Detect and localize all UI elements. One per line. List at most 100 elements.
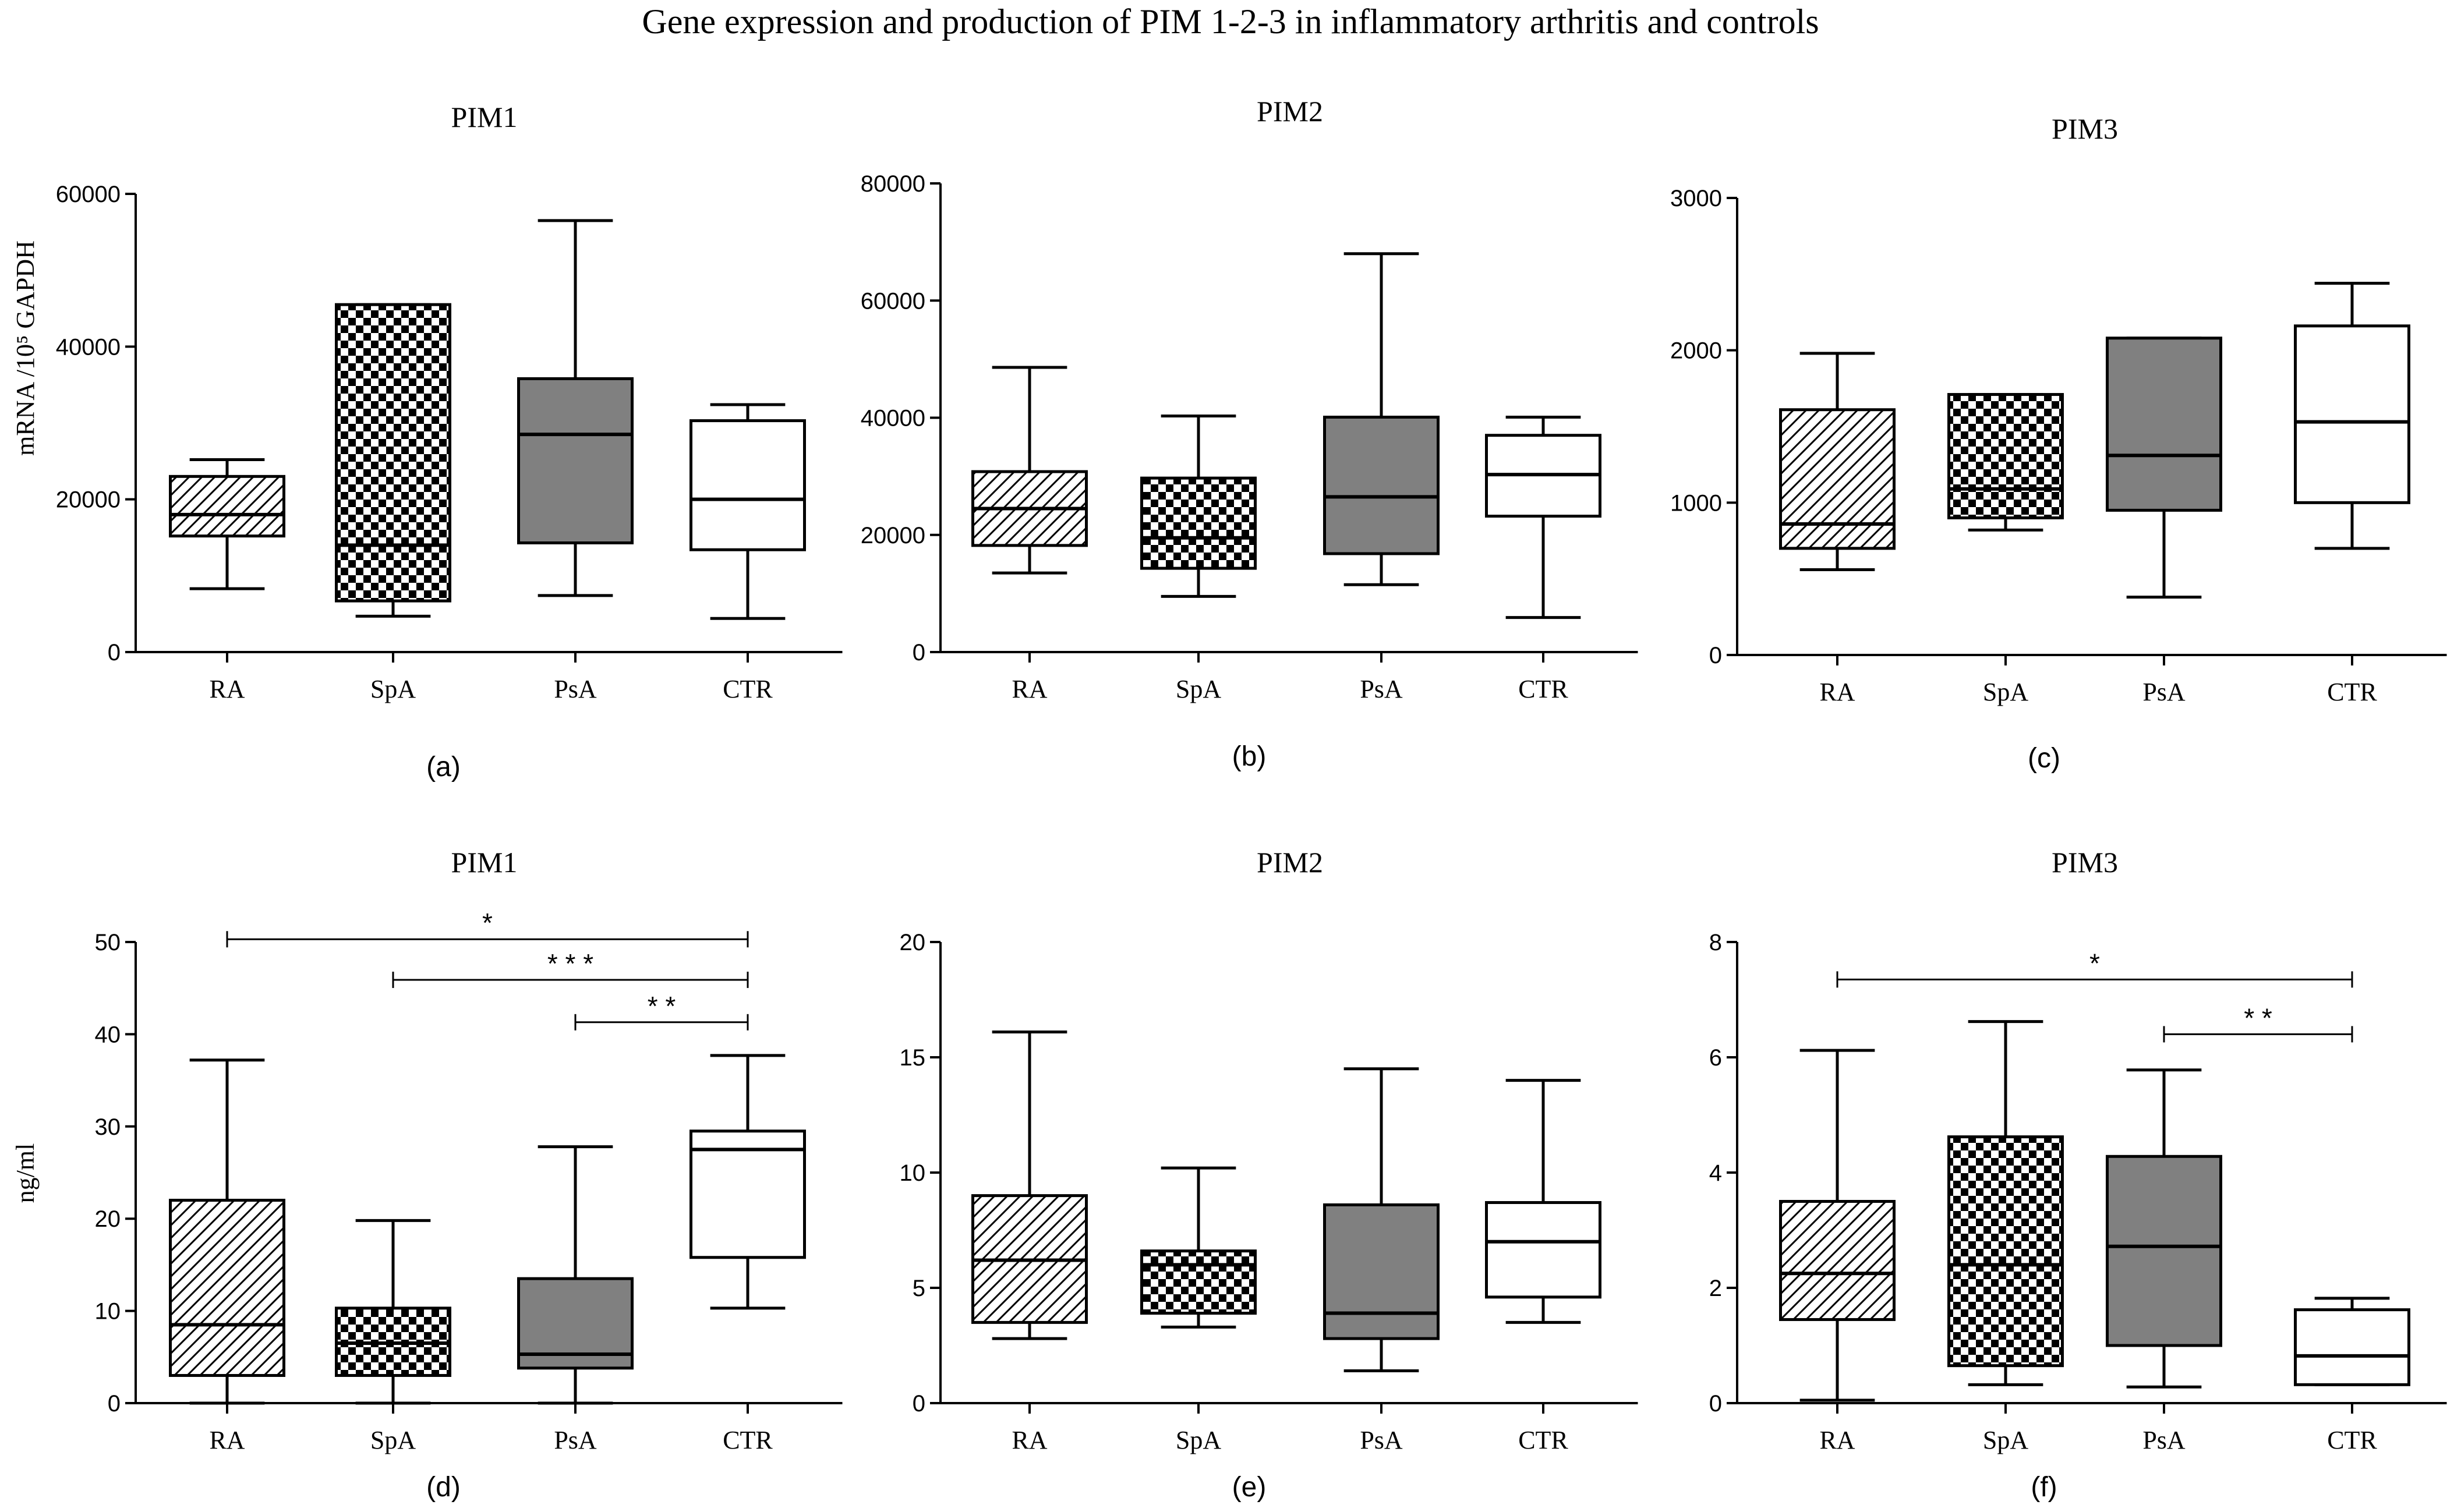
box-iqr <box>1140 476 1257 570</box>
y-tick-label: 2000 <box>1670 338 1722 364</box>
y-tick-label: 80000 <box>861 171 925 197</box>
significance-label: * <box>482 908 493 938</box>
y-tick-label: 50 <box>95 930 121 955</box>
x-tick-label: RA <box>209 675 245 703</box>
box-iqr <box>1947 1135 2064 1368</box>
box-ra <box>971 366 1088 575</box>
y-tick-label: 40000 <box>861 406 925 431</box>
box-spa <box>1947 1020 2064 1386</box>
y-tick-label: 10 <box>95 1299 121 1325</box>
x-tick-label: CTR <box>1518 1426 1568 1454</box>
panel-f: PIM3 0 2 4 6 8 RA SpA PsA CTR * * * (f) <box>1709 846 2447 1503</box>
panel-e: PIM2 0 5 10 15 20 RA SpA PsA CTR (e) <box>900 846 1638 1503</box>
y-tick-label: 0 <box>1709 643 1722 668</box>
panel-label: (f) <box>2031 1472 2057 1503</box>
box-spa <box>1140 414 1257 598</box>
y-tick-label: 30 <box>95 1114 121 1140</box>
y-tick-label: 60000 <box>861 288 925 314</box>
box-ctr <box>2294 282 2410 550</box>
box-iqr <box>517 377 634 544</box>
y-tick-label: 0 <box>1709 1391 1722 1417</box>
box-spa <box>335 303 451 618</box>
box-iqr <box>169 475 285 538</box>
y-tick-label: 4 <box>1709 1160 1722 1186</box>
box-iqr <box>1779 408 1896 550</box>
box-ctr <box>689 1054 806 1310</box>
box-psa <box>1323 1067 1440 1373</box>
significance-bracket: * <box>1836 948 2353 988</box>
panel-label: (b) <box>1232 741 1267 772</box>
panel-d: PIM1 0 10 20 30 40 50 RA SpA PsA CTR * * * * * * (d) <box>95 846 843 1503</box>
x-tick-label: PsA <box>554 1426 597 1454</box>
box-ra <box>1779 352 1896 571</box>
x-tick-label: RA <box>1012 1426 1047 1454</box>
y-tick-label: 5 <box>913 1276 925 1301</box>
panel-title: PIM1 <box>451 846 518 879</box>
y-tick-label: 0 <box>108 640 121 665</box>
figure-title: Gene expression and production of PIM 1-… <box>642 2 1819 41</box>
x-tick-label: SpA <box>370 675 416 703</box>
y-tick-label: 6 <box>1709 1045 1722 1071</box>
box-psa <box>1323 252 1440 586</box>
y-tick-label: 3000 <box>1670 186 1722 211</box>
x-tick-label: CTR <box>723 675 773 703</box>
box-psa <box>2106 1068 2222 1389</box>
box-ctr <box>689 403 806 620</box>
box-iqr <box>1140 1249 1257 1315</box>
panel-label: (e) <box>1232 1472 1267 1503</box>
box-ra <box>169 458 285 590</box>
x-tick-label: SpA <box>1176 675 1221 703</box>
y-tick-label: 2 <box>1709 1276 1722 1301</box>
x-tick-label: PsA <box>1360 675 1403 703</box>
box-psa <box>517 1145 634 1405</box>
panel-b: PIM2 0 20000 40000 60000 80000 RA SpA PsA CTR (b) <box>861 95 1638 772</box>
x-tick-label: PsA <box>1360 1426 1403 1454</box>
panel-title: PIM3 <box>2052 846 2118 879</box>
box-ra <box>1779 1049 1896 1402</box>
box-iqr <box>2106 1155 2222 1347</box>
y-tick-label: 15 <box>900 1045 926 1071</box>
y-tick-label: 8 <box>1709 930 1722 955</box>
box-iqr <box>2294 1308 2410 1386</box>
box-iqr <box>689 1129 806 1259</box>
significance-label: * <box>2089 948 2100 978</box>
y-tick-label: 60000 <box>56 182 121 207</box>
significance-label: * * <box>648 991 676 1021</box>
box-ctr <box>1485 415 1601 619</box>
box-spa <box>1947 393 2064 532</box>
box-ctr <box>2294 1297 2410 1386</box>
box-spa <box>335 1219 451 1405</box>
significance-bracket: * * * <box>392 948 749 988</box>
x-tick-label: RA <box>1012 675 1047 703</box>
box-psa <box>2106 337 2222 599</box>
panel-a: PIM1 0 20000 40000 60000 RA SpA PsA CTR (a) <box>56 101 843 782</box>
y-axis-label-top: mRNA /10⁵ GAPDH <box>11 240 40 456</box>
significance-bracket: * * <box>2163 1003 2353 1043</box>
x-tick-label: RA <box>1819 678 1855 706</box>
y-axis-label-bottom: ng/ml <box>11 1143 40 1203</box>
box-psa <box>517 219 634 597</box>
y-tick-label: 40 <box>95 1022 121 1047</box>
box-spa <box>1140 1166 1257 1329</box>
y-tick-label: 0 <box>913 1391 925 1417</box>
box-iqr <box>2106 337 2222 512</box>
x-tick-label: PsA <box>554 675 597 703</box>
y-tick-label: 10 <box>900 1160 926 1186</box>
box-iqr <box>1947 393 2064 519</box>
significance-label: * * <box>2244 1003 2272 1033</box>
significance-bracket: * * <box>574 991 749 1031</box>
x-tick-label: PsA <box>2142 1426 2186 1454</box>
x-tick-label: CTR <box>1518 675 1568 703</box>
x-tick-label: RA <box>1819 1426 1855 1454</box>
x-tick-label: SpA <box>1983 678 2028 706</box>
box-iqr <box>335 303 451 603</box>
x-tick-label: RA <box>209 1426 245 1454</box>
x-tick-label: CTR <box>2327 1426 2377 1454</box>
y-tick-label: 20000 <box>861 523 925 548</box>
panel-label: (c) <box>2028 743 2060 774</box>
y-tick-label: 20 <box>900 930 926 955</box>
box-iqr <box>1485 1201 1601 1299</box>
box-ctr <box>1485 1079 1601 1324</box>
x-tick-label: CTR <box>723 1426 773 1454</box>
